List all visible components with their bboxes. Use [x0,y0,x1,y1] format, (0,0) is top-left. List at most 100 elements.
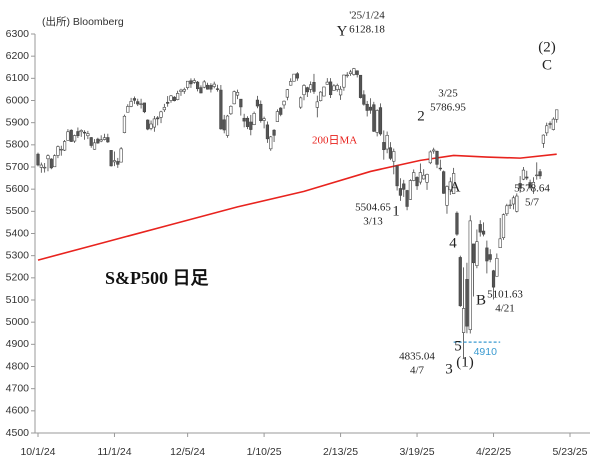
candle-body [79,130,83,133]
candle-body [232,91,236,105]
y-tick-label: 5400 [6,227,30,239]
candle-body [146,119,150,130]
candle-body [219,89,223,130]
annotation: 1 [392,203,400,219]
candle-body [139,103,143,105]
candle-body [302,85,306,96]
annotation: '25/1/24 [349,10,385,22]
annotation: 4835.04 [399,351,435,363]
candle-body [345,74,349,77]
candle-body [375,110,379,133]
candle-body [86,133,90,137]
annotation: 5 [454,338,462,354]
y-tick-label: 4700 [6,382,30,394]
candle-body [548,123,552,125]
candle-body [395,165,399,187]
annotation: 4 [449,235,457,251]
candle-body [136,101,140,105]
candle-body [319,91,323,102]
candle-body [89,137,93,146]
candle-body [309,84,313,90]
candle-body [126,106,130,113]
y-tick-label: 4500 [6,427,30,439]
candle-body [205,84,210,90]
candle-body [299,97,303,108]
candle-body [119,148,123,163]
candle-body [315,101,319,108]
candle-body [458,257,462,307]
annotation: 3/13 [363,216,383,228]
candle-body [43,166,47,169]
candle-body [215,88,220,90]
candle-body [82,131,87,134]
candle-body [388,147,393,159]
chart-title: S&P500 日足 [105,268,209,288]
candle-body [282,100,286,106]
candle-body [405,190,409,207]
candle-body [445,186,449,206]
y-tick-label: 5700 [6,161,30,173]
y-tick-label: 5800 [6,139,30,151]
y-tick-label: 6300 [6,28,30,40]
candle-body [541,134,545,144]
candle-body [408,180,413,200]
candle-body [239,98,243,108]
y-tick-label: 6000 [6,94,30,106]
candle-body [46,155,50,160]
candle-body [182,89,186,92]
candle-body [62,141,67,151]
candle-body [172,96,176,102]
candle-body [305,87,309,93]
candle-body [435,150,439,165]
candle-body [511,197,516,205]
ma-line [37,153,557,261]
annotation: 5786.95 [430,102,466,114]
candle-body [152,118,156,128]
candle-body [465,279,469,327]
candle-body [545,125,549,134]
y-tick-label: 6200 [6,50,30,62]
candle-body [368,106,373,111]
annotation: A [450,179,461,195]
candle-body [498,238,502,248]
candle-body [398,188,403,196]
candle-body [332,85,336,91]
candle-body [269,136,273,150]
ma-label: 200日MA [312,135,357,147]
candle-body [179,89,183,92]
candle-body [555,109,559,120]
candle-body [202,81,206,88]
candle-body [209,85,213,90]
annotation: 3 [445,361,453,377]
candle-body [378,107,383,135]
candle-body [275,111,280,122]
candle-body [432,149,436,152]
candle-body [259,103,263,121]
y-tick-label: 4900 [6,338,30,350]
x-tick-label: 3/19/25 [400,446,435,458]
candle-body [312,82,316,92]
candle-body [415,177,419,187]
x-tick-label: 10/1/24 [20,446,55,458]
candle-body [475,241,479,266]
candle-body [116,161,120,165]
candle-body [425,174,429,183]
y-tick-label: 5000 [6,316,30,328]
candle-body [92,142,97,150]
annotation: 4/21 [495,303,515,315]
candle-body [521,169,526,180]
candle-body [362,94,366,105]
candle-body [355,70,359,75]
candle-body [455,212,459,235]
x-tick-label: 5/23/25 [552,446,587,458]
candle-body [106,137,110,143]
candle-body [508,204,512,207]
candle-body [39,164,43,168]
annotation: 2 [417,108,425,124]
candle-body [262,118,266,121]
candle-body [196,81,200,90]
candle-body [322,86,326,97]
candle-body [292,73,296,82]
candle-body [112,160,117,163]
candle-body [99,139,103,142]
